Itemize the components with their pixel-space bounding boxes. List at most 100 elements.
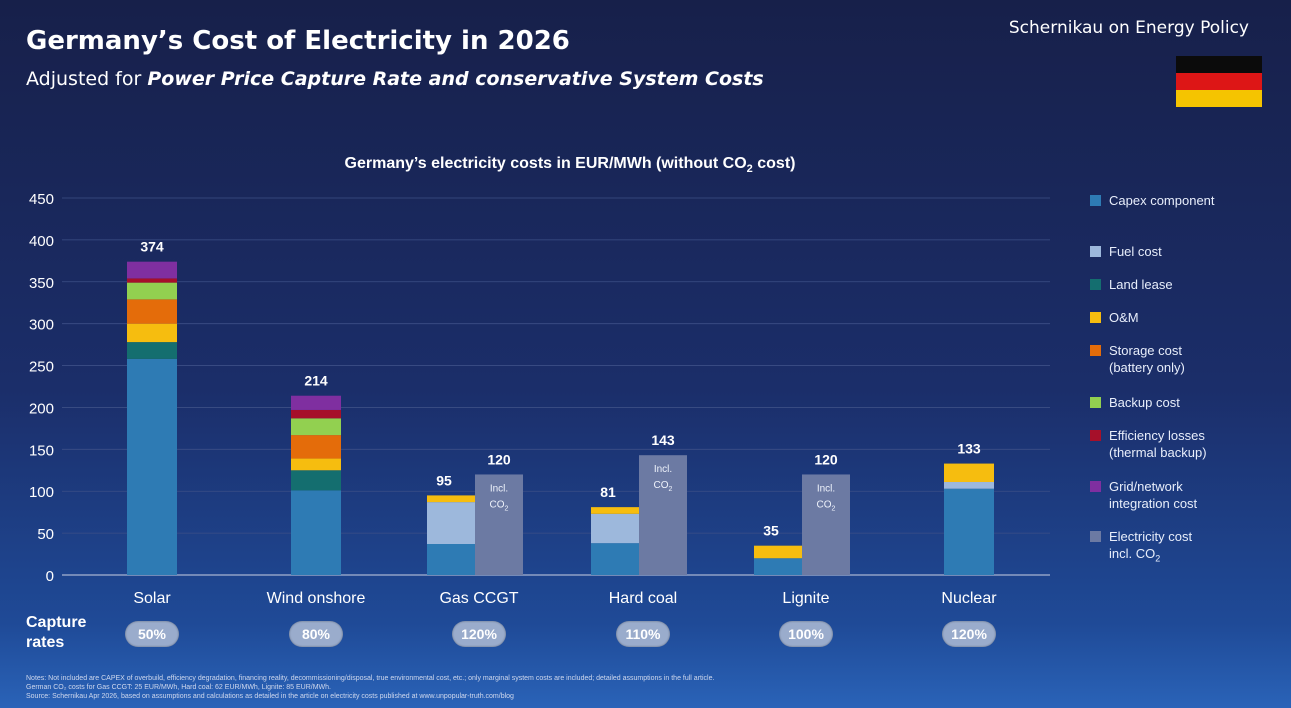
bar-segment: [944, 463, 994, 483]
legend-label: O&M: [1109, 310, 1139, 325]
legend-item: Electricity cost incl. CO2: [1090, 528, 1192, 568]
legend-item: O&M: [1090, 309, 1139, 326]
bar-total-label: 81: [600, 484, 616, 500]
flag-stripe-red: [1176, 73, 1262, 90]
x-category-label: Solar: [133, 590, 171, 607]
legend-label: Land lease: [1109, 277, 1173, 292]
y-tick-label: 150: [29, 442, 54, 459]
bar-total-label: 133: [957, 441, 981, 457]
flag-stripe-gold: [1176, 90, 1262, 107]
legend-swatch: [1090, 312, 1101, 323]
legend-swatch: [1090, 481, 1101, 492]
co2-bar: [639, 455, 687, 575]
legend-label: Grid/network integration cost: [1109, 479, 1198, 511]
y-tick-label: 350: [29, 275, 54, 292]
bar-total-label: 374: [140, 239, 164, 255]
bar-segment: [127, 323, 177, 343]
footnotes: Notes: Not included are CAPEX of overbui…: [26, 674, 1026, 701]
y-tick-label: 200: [29, 400, 54, 417]
bar-segment: [127, 282, 177, 300]
legend-swatch: [1090, 195, 1101, 206]
y-tick-label: 100: [29, 484, 54, 501]
legend-item: Efficiency losses (thermal backup): [1090, 427, 1207, 461]
chart-title-sub: 2: [746, 163, 753, 176]
y-tick-label: 400: [29, 233, 54, 250]
legend-swatch: [1090, 397, 1101, 408]
bar-segment: [591, 513, 641, 544]
co2-total-label: 120: [814, 451, 838, 467]
bar-segment: [291, 435, 341, 459]
legend-item: Grid/network integration cost: [1090, 478, 1197, 512]
co2-bar: [475, 474, 523, 575]
bar-segment: [591, 507, 641, 514]
chart-title-text: Germany’s electricity costs in EUR/MWh (…: [344, 155, 747, 172]
legend-item: Capex component: [1090, 192, 1215, 209]
bar-segment: [291, 458, 341, 471]
chart-title-suffix: cost): [752, 155, 796, 172]
legend-swatch: [1090, 246, 1101, 257]
chart-title: Germany’s electricity costs in EUR/MWh (…: [280, 155, 860, 175]
co2-bar-label: Incl.: [817, 483, 835, 494]
legend-swatch: [1090, 430, 1101, 441]
footnote-line: Notes: Not included are CAPEX of overbui…: [26, 675, 715, 682]
bar-total-label: 95: [436, 472, 452, 488]
bar-segment: [427, 544, 477, 575]
footnote-line: German CO₂ costs for Gas CCGT: 25 EUR/MW…: [26, 684, 331, 691]
capture-rate-pill: 80%: [289, 621, 343, 647]
co2-bar-label: CO2: [654, 480, 673, 493]
bar-segment: [127, 342, 177, 359]
bar-segment: [127, 299, 177, 324]
legend-swatch: [1090, 345, 1101, 356]
bar-segment: [944, 488, 994, 575]
bar-total-label: 35: [763, 523, 779, 539]
bar-segment: [291, 490, 341, 575]
bar-segment: [127, 261, 177, 279]
co2-bar-label: CO2: [817, 499, 836, 512]
subtitle-emphasis: Power Price Capture Rate and conservativ…: [147, 68, 764, 90]
bar-segment: [291, 470, 341, 491]
y-tick-label: 50: [37, 526, 54, 543]
co2-bar: [802, 474, 850, 575]
x-category-label: Hard coal: [609, 590, 677, 607]
page-title: Germany’s Cost of Electricity in 2026: [26, 26, 570, 56]
capture-rate-pill: 120%: [452, 621, 506, 647]
capture-rate-pill: 100%: [779, 621, 833, 647]
legend-label: Backup cost: [1109, 395, 1180, 410]
capture-rate-pill: 120%: [942, 621, 996, 647]
co2-total-label: 143: [651, 432, 675, 448]
x-category-label: Lignite: [782, 590, 829, 607]
capture-rate-pill: 50%: [125, 621, 179, 647]
y-tick-label: 0: [46, 568, 54, 585]
y-tick-label: 300: [29, 317, 54, 334]
y-tick-label: 250: [29, 359, 54, 376]
bar-segment: [591, 543, 641, 575]
bar-segment: [291, 418, 341, 436]
y-tick-label: 450: [29, 191, 54, 208]
bar-total-label: 214: [304, 373, 328, 389]
x-category-label: Wind onshore: [267, 590, 366, 607]
bar-segment: [944, 482, 994, 489]
bar-segment: [427, 502, 477, 545]
legend-label: Electricity cost incl. CO2: [1109, 529, 1193, 564]
capture-rates-label: Capture rates: [26, 614, 87, 651]
legend-label: Efficiency losses (thermal backup): [1109, 428, 1207, 460]
co2-bar-label: Incl.: [654, 464, 672, 475]
x-category-label: Nuclear: [941, 590, 997, 607]
bar-segment: [754, 545, 804, 559]
bar-segment: [754, 558, 804, 575]
brand-name: Schernikau on Energy Policy: [1008, 18, 1249, 38]
legend-item: Land lease: [1090, 276, 1173, 293]
subtitle-prefix: Adjusted for: [26, 68, 148, 90]
footnote-line: Source: Schernikau Apr 2026, based on as…: [26, 693, 514, 700]
x-category-label: Gas CCGT: [439, 590, 518, 607]
capture-rate-pill: 110%: [616, 621, 670, 647]
german-flag-icon: [1176, 56, 1262, 107]
legend-item: Fuel cost: [1090, 243, 1162, 260]
legend-swatch: [1090, 279, 1101, 290]
co2-bar-label: Incl.: [490, 483, 508, 494]
co2-total-label: 120: [487, 451, 511, 467]
co2-bar-label: CO2: [490, 499, 509, 512]
bar-segment: [291, 395, 341, 410]
legend-label: Capex component: [1109, 193, 1215, 208]
bar-segment: [291, 409, 341, 419]
